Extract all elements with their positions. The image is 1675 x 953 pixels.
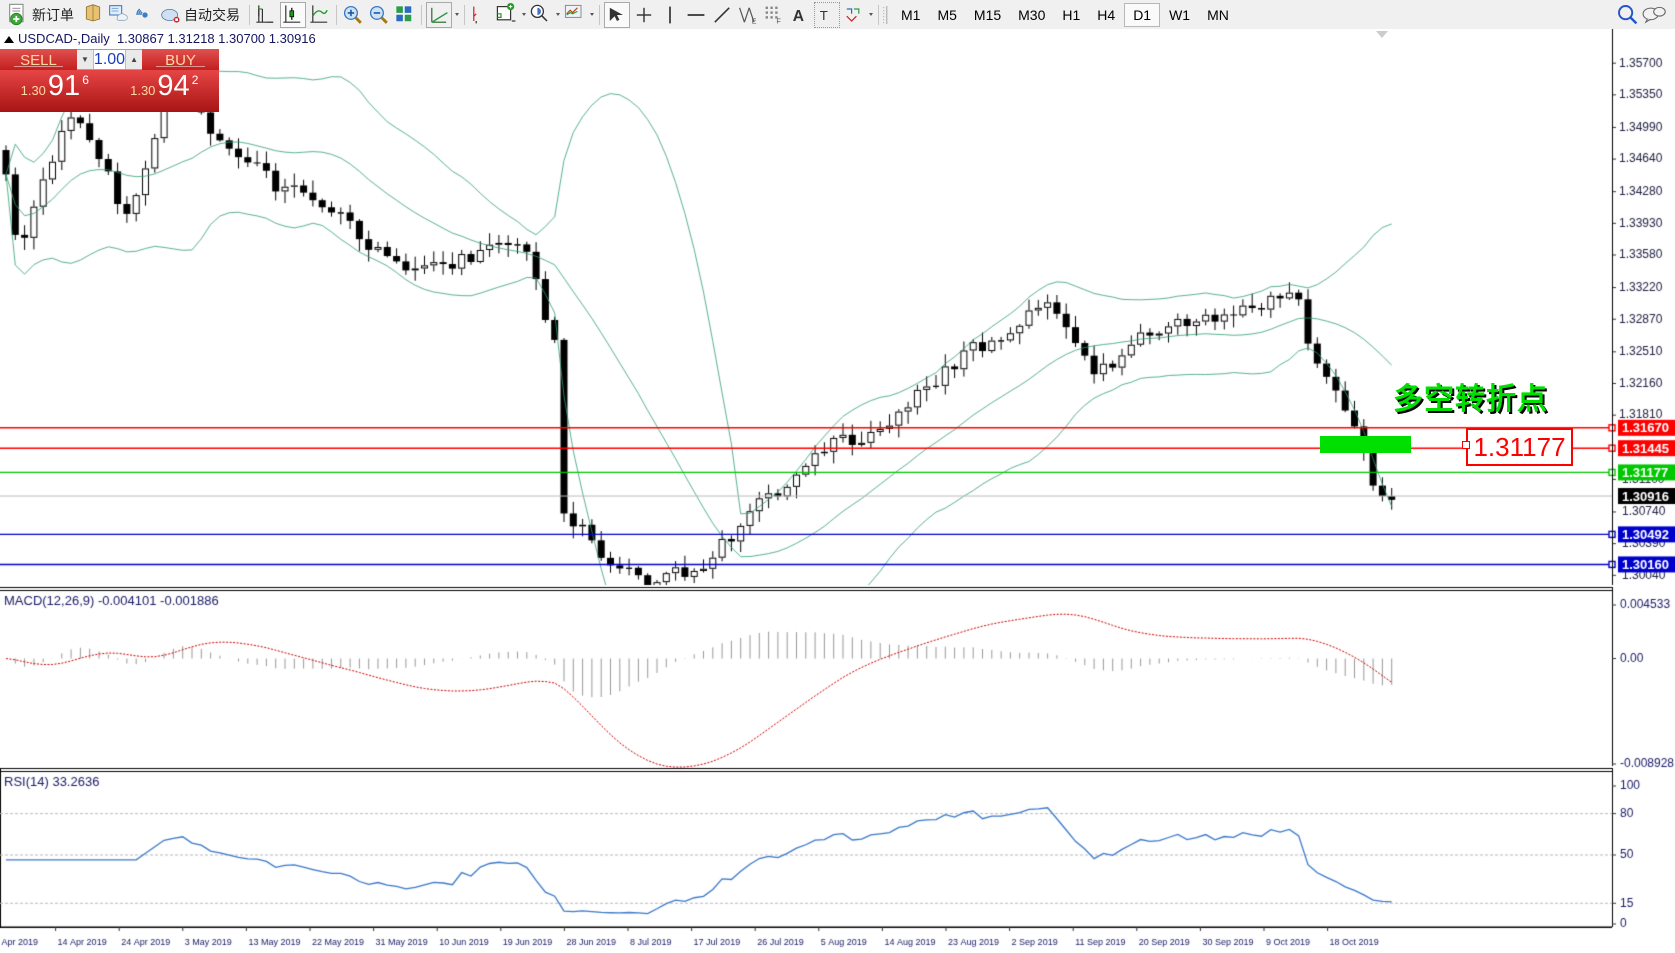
svg-text:T: T — [820, 7, 828, 22]
svg-text:E: E — [752, 16, 757, 25]
svg-text:F: F — [776, 16, 781, 25]
svg-text:A: A — [793, 8, 804, 25]
